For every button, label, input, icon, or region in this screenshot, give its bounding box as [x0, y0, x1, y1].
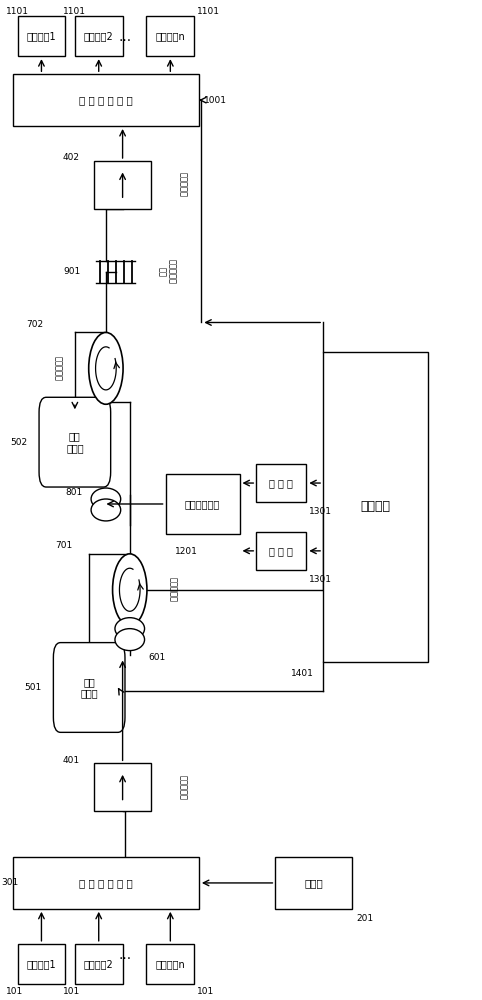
Ellipse shape: [91, 488, 120, 510]
Text: 光接收机n: 光接收机n: [156, 31, 185, 41]
Text: 光接收机1: 光接收机1: [27, 31, 56, 41]
Text: 光发射机n: 光发射机n: [156, 959, 185, 969]
Text: 第一隔离器: 第一隔离器: [178, 775, 187, 800]
FancyBboxPatch shape: [54, 643, 125, 732]
FancyBboxPatch shape: [256, 532, 307, 570]
Text: 702: 702: [27, 320, 44, 329]
Text: 第二隔离器: 第二隔离器: [178, 172, 187, 197]
Text: 第一
耦合器: 第一 耦合器: [80, 677, 98, 698]
Text: 第二环形器: 第二环形器: [53, 356, 62, 381]
Text: 第二
耦合器: 第二 耦合器: [66, 431, 84, 453]
Text: 泵 浦 光: 泵 浦 光: [269, 478, 293, 488]
Ellipse shape: [115, 629, 145, 651]
Circle shape: [113, 554, 147, 626]
Text: 701: 701: [55, 541, 72, 550]
Text: 502: 502: [11, 438, 27, 447]
Text: 1401: 1401: [291, 669, 313, 678]
Text: ...: ...: [119, 948, 132, 962]
FancyBboxPatch shape: [165, 474, 240, 534]
Ellipse shape: [115, 618, 145, 640]
Text: 501: 501: [25, 683, 42, 692]
Text: 光发射机1: 光发射机1: [27, 959, 56, 969]
Bar: [94, 763, 151, 811]
FancyBboxPatch shape: [323, 352, 428, 662]
FancyBboxPatch shape: [13, 857, 199, 909]
Text: 901: 901: [63, 267, 80, 276]
Text: 第一环形器: 第一环形器: [169, 577, 178, 602]
FancyBboxPatch shape: [147, 16, 194, 56]
Text: 1201: 1201: [175, 547, 198, 556]
Text: 101: 101: [197, 987, 214, 996]
Text: 1101: 1101: [6, 7, 28, 16]
Text: 801: 801: [66, 488, 82, 497]
Text: 401: 401: [63, 756, 80, 765]
Text: 301: 301: [1, 878, 18, 887]
Text: 极化波合成器: 极化波合成器: [185, 499, 220, 509]
Ellipse shape: [91, 499, 120, 521]
Text: 控制单元: 控制单元: [361, 500, 390, 513]
FancyBboxPatch shape: [256, 464, 307, 502]
Text: 光 波 分 复 用 器: 光 波 分 复 用 器: [79, 878, 133, 888]
Text: 402: 402: [63, 153, 80, 162]
FancyBboxPatch shape: [17, 16, 66, 56]
Text: 1301: 1301: [309, 575, 332, 584]
FancyBboxPatch shape: [75, 944, 122, 984]
Text: 光纤布拉格
光栅: 光纤布拉格 光栅: [157, 259, 176, 284]
Text: ...: ...: [119, 30, 132, 44]
Text: 1101: 1101: [197, 7, 220, 16]
FancyBboxPatch shape: [17, 944, 66, 984]
FancyBboxPatch shape: [147, 944, 194, 984]
FancyBboxPatch shape: [13, 74, 199, 126]
FancyBboxPatch shape: [75, 16, 122, 56]
Text: 光发射机2: 光发射机2: [84, 959, 114, 969]
Text: 101: 101: [63, 987, 80, 996]
Circle shape: [89, 332, 123, 404]
Text: 201: 201: [357, 914, 374, 923]
Bar: [94, 161, 151, 209]
Text: 101: 101: [6, 987, 23, 996]
Text: 1301: 1301: [309, 507, 332, 516]
Text: 1001: 1001: [204, 96, 227, 105]
Text: 光接收机2: 光接收机2: [84, 31, 114, 41]
FancyBboxPatch shape: [39, 397, 111, 487]
Text: 光 波 分 复 用 器: 光 波 分 复 用 器: [79, 95, 133, 105]
Text: 泵 浦 光: 泵 浦 光: [269, 546, 293, 556]
Text: 601: 601: [149, 653, 166, 662]
FancyBboxPatch shape: [275, 857, 352, 909]
Text: 1101: 1101: [63, 7, 86, 16]
Text: 激光器: 激光器: [304, 878, 323, 888]
